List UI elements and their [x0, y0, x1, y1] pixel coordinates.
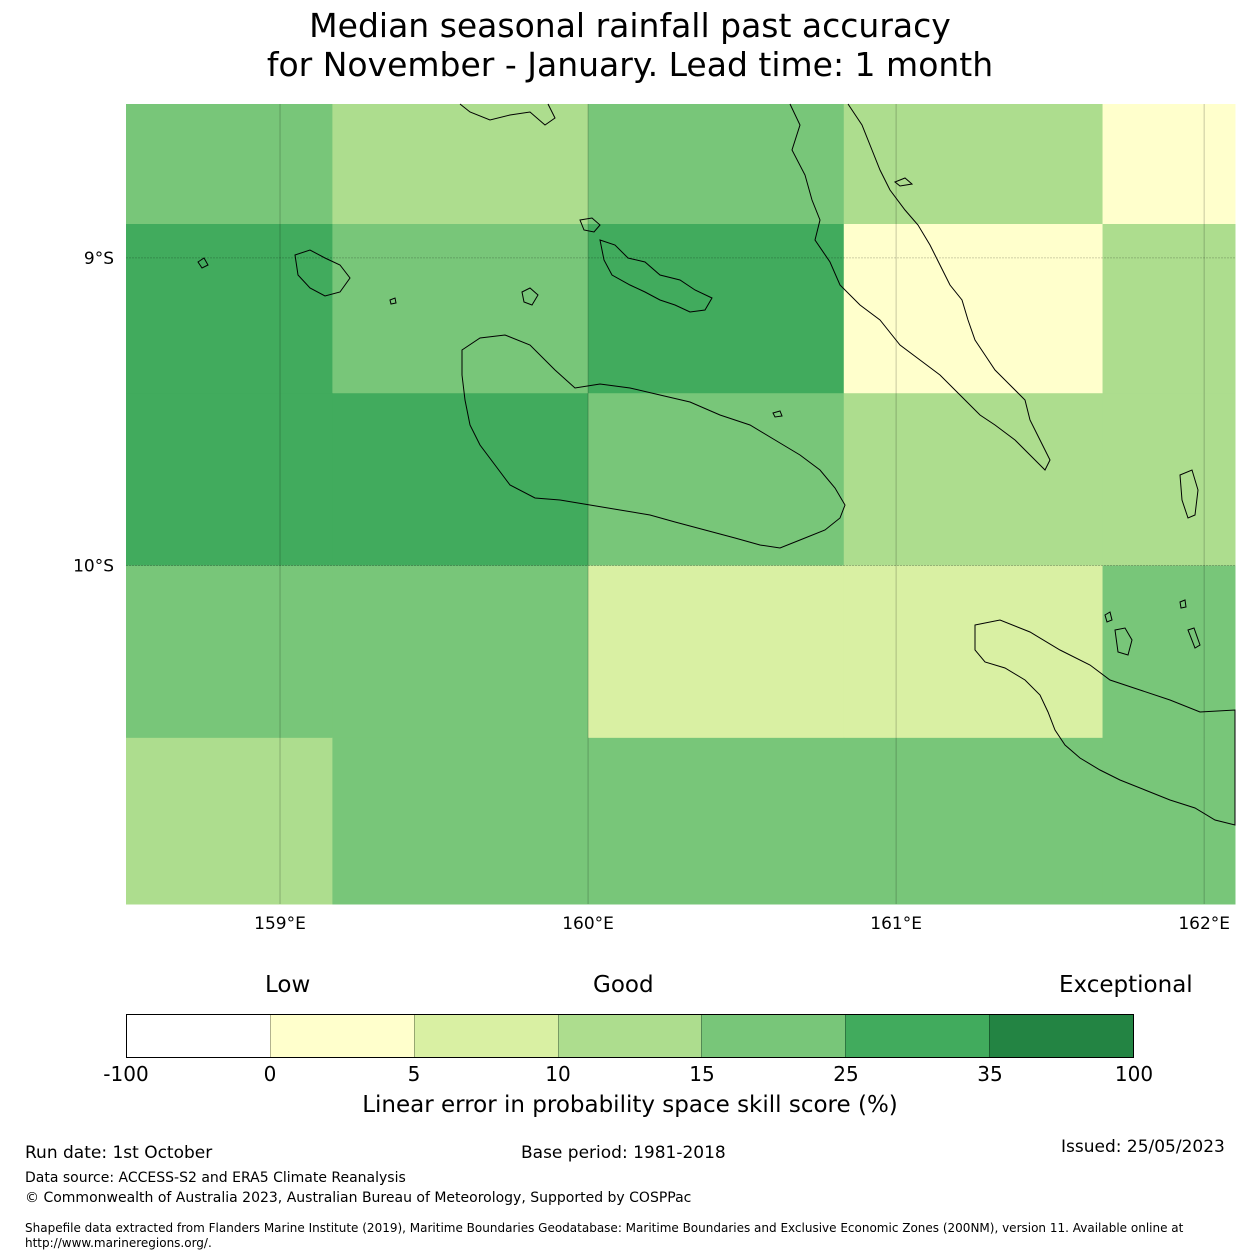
- issued-date: Issued: 25/05/2023: [1061, 1137, 1225, 1157]
- colorbar-header-low: Low: [265, 972, 311, 998]
- colorbar-label: Linear error in probability space skill …: [362, 1092, 898, 1118]
- skill-grid: [126, 104, 1236, 905]
- lat-tick-label: 9°S: [84, 249, 114, 269]
- shapefile-credit: Shapefile data extracted from Flanders M…: [25, 1221, 1184, 1250]
- grid-cell: [332, 737, 589, 905]
- grid-cell: [332, 104, 589, 225]
- grid-cell: [126, 393, 333, 567]
- colorbar-tick-label: 0: [263, 1062, 277, 1086]
- lon-tick-label: 159°E: [254, 914, 306, 934]
- colorbar-segment: [269, 1015, 414, 1057]
- coastline-florida-islands: [599, 239, 713, 313]
- coastline-santa-isabel: [789, 103, 1051, 471]
- grid-cell: [843, 565, 1104, 739]
- lon-tick-label: 160°E: [562, 914, 614, 934]
- colorbar-header-good: Good: [593, 972, 654, 998]
- colorbar-tick-label: 10: [545, 1062, 571, 1086]
- grid-cell: [588, 104, 845, 225]
- coastline-guadalcanal: [461, 334, 846, 549]
- grid-cell: [588, 224, 845, 394]
- colorbar-tick-label: 5: [407, 1062, 421, 1086]
- grid-cell: [126, 224, 333, 394]
- grid-cell: [1102, 224, 1236, 394]
- graticule: [126, 104, 1235, 904]
- coastlines: [197, 103, 1236, 826]
- lat-tick-label: 10°S: [73, 557, 114, 577]
- colorbar-tick-label: 15: [689, 1062, 715, 1086]
- grid-cell: [843, 224, 1104, 394]
- base-period: Base period: 1981-2018: [521, 1143, 726, 1163]
- colorbar-tick-label: 25: [833, 1062, 859, 1086]
- map-title-line1: Median seasonal rainfall past accuracy: [309, 6, 951, 45]
- grid-cell: [1102, 393, 1236, 567]
- run-date: Run date: 1st October: [25, 1143, 213, 1163]
- colorbar-tick-label: -100: [103, 1062, 149, 1086]
- colorbar-tick-label: 35: [977, 1062, 1003, 1086]
- grid-cell: [588, 393, 845, 567]
- grid-cell: [332, 393, 589, 567]
- grid-cell: [1102, 104, 1236, 225]
- grid-cell: [843, 393, 1104, 567]
- grid-cell: [843, 104, 1104, 225]
- colorbar: [126, 1014, 1134, 1058]
- colorbar-segment: [989, 1015, 1134, 1057]
- coastline-russell-islands: [294, 249, 351, 297]
- grid-cell: [126, 737, 333, 905]
- colorbar-tick-label: 100: [1114, 1062, 1154, 1086]
- data-source: Data source: ACCESS-S2 and ERA5 Climate …: [25, 1170, 406, 1186]
- coastline-makira: [974, 619, 1236, 826]
- lon-tick-label: 162°E: [1178, 914, 1230, 934]
- grid-cell: [1102, 737, 1236, 905]
- copyright: © Commonwealth of Australia 2023, Austra…: [25, 1190, 692, 1206]
- colorbar-segment: [413, 1015, 558, 1057]
- lon-tick-label: 161°E: [870, 914, 922, 934]
- colorbar-segment: [701, 1015, 846, 1057]
- colorbar-header-exceptional: Exceptional: [1059, 972, 1193, 998]
- colorbar-segment: [127, 1015, 270, 1057]
- grid-cell: [332, 565, 589, 739]
- axis-tick-labels: 159°E 160°E 161°E 162°E 9°S 10°S: [73, 249, 1230, 934]
- colorbar-segment: [845, 1015, 990, 1057]
- grid-cell: [1102, 565, 1236, 739]
- grid-cell: [332, 224, 589, 394]
- grid-cell: [588, 737, 845, 905]
- grid-cell: [588, 565, 845, 739]
- grid-cell: [843, 737, 1104, 905]
- grid-cell: [126, 565, 333, 739]
- grid-cell: [126, 104, 333, 225]
- map-title-line2: for November - January. Lead time: 1 mon…: [266, 45, 994, 84]
- colorbar-segment: [557, 1015, 702, 1057]
